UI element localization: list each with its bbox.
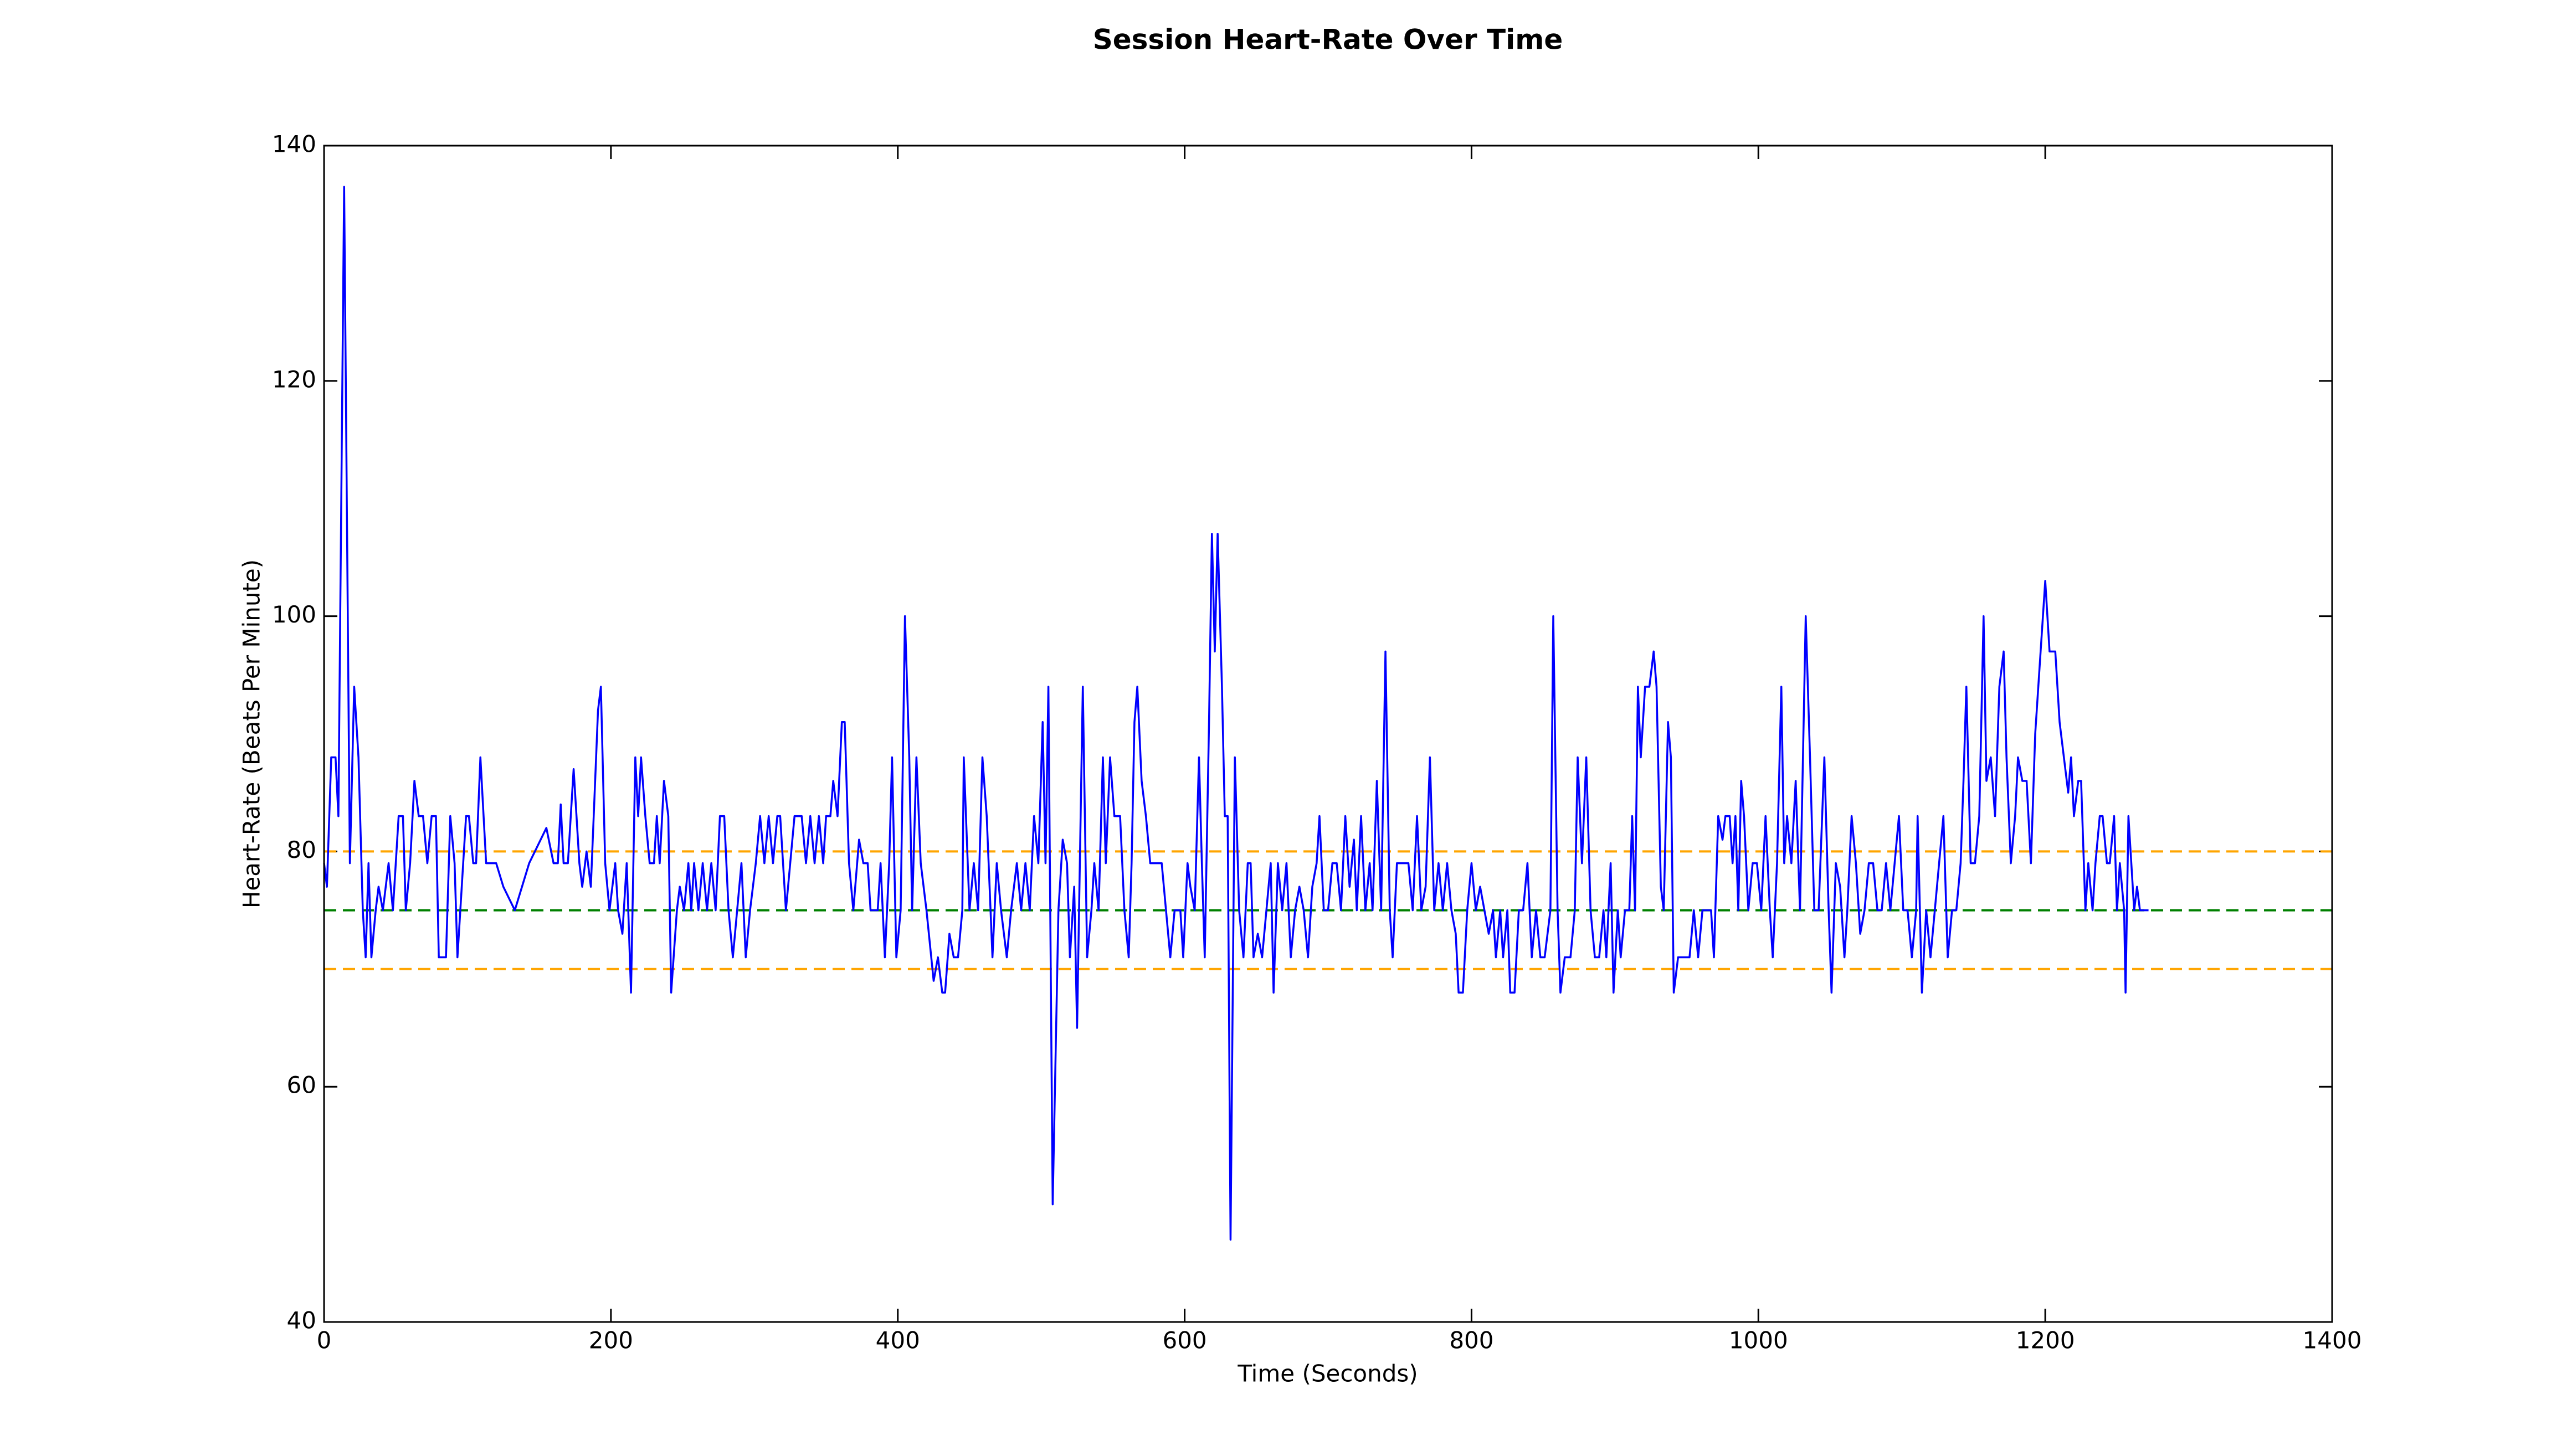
x-tick-label: 800: [1449, 1327, 1493, 1354]
y-tick-label: 80: [287, 836, 316, 863]
y-tick-label: 40: [287, 1307, 316, 1334]
x-tick-label: 600: [1162, 1327, 1206, 1354]
x-tick-label: 200: [589, 1327, 633, 1354]
x-tick-label: 1400: [2303, 1327, 2362, 1354]
x-tick-label: 1000: [1729, 1327, 1788, 1354]
y-tick-label: 100: [272, 601, 316, 628]
y-tick-label: 120: [272, 366, 316, 393]
y-tick-label: 140: [272, 131, 316, 158]
plot-frame: [323, 145, 2333, 1323]
x-tick-label: 0: [317, 1327, 332, 1354]
x-tick-label: 1200: [2016, 1327, 2075, 1354]
y-tick-label: 60: [287, 1072, 316, 1099]
y-axis-label: Heart-Rate (Beats Per Minute): [238, 559, 265, 908]
data-line: [323, 186, 2149, 1241]
chart-title: Session Heart-Rate Over Time: [1093, 24, 1563, 56]
x-tick-label: 400: [876, 1327, 920, 1354]
x-axis-label: Time (Seconds): [1237, 1360, 1418, 1387]
